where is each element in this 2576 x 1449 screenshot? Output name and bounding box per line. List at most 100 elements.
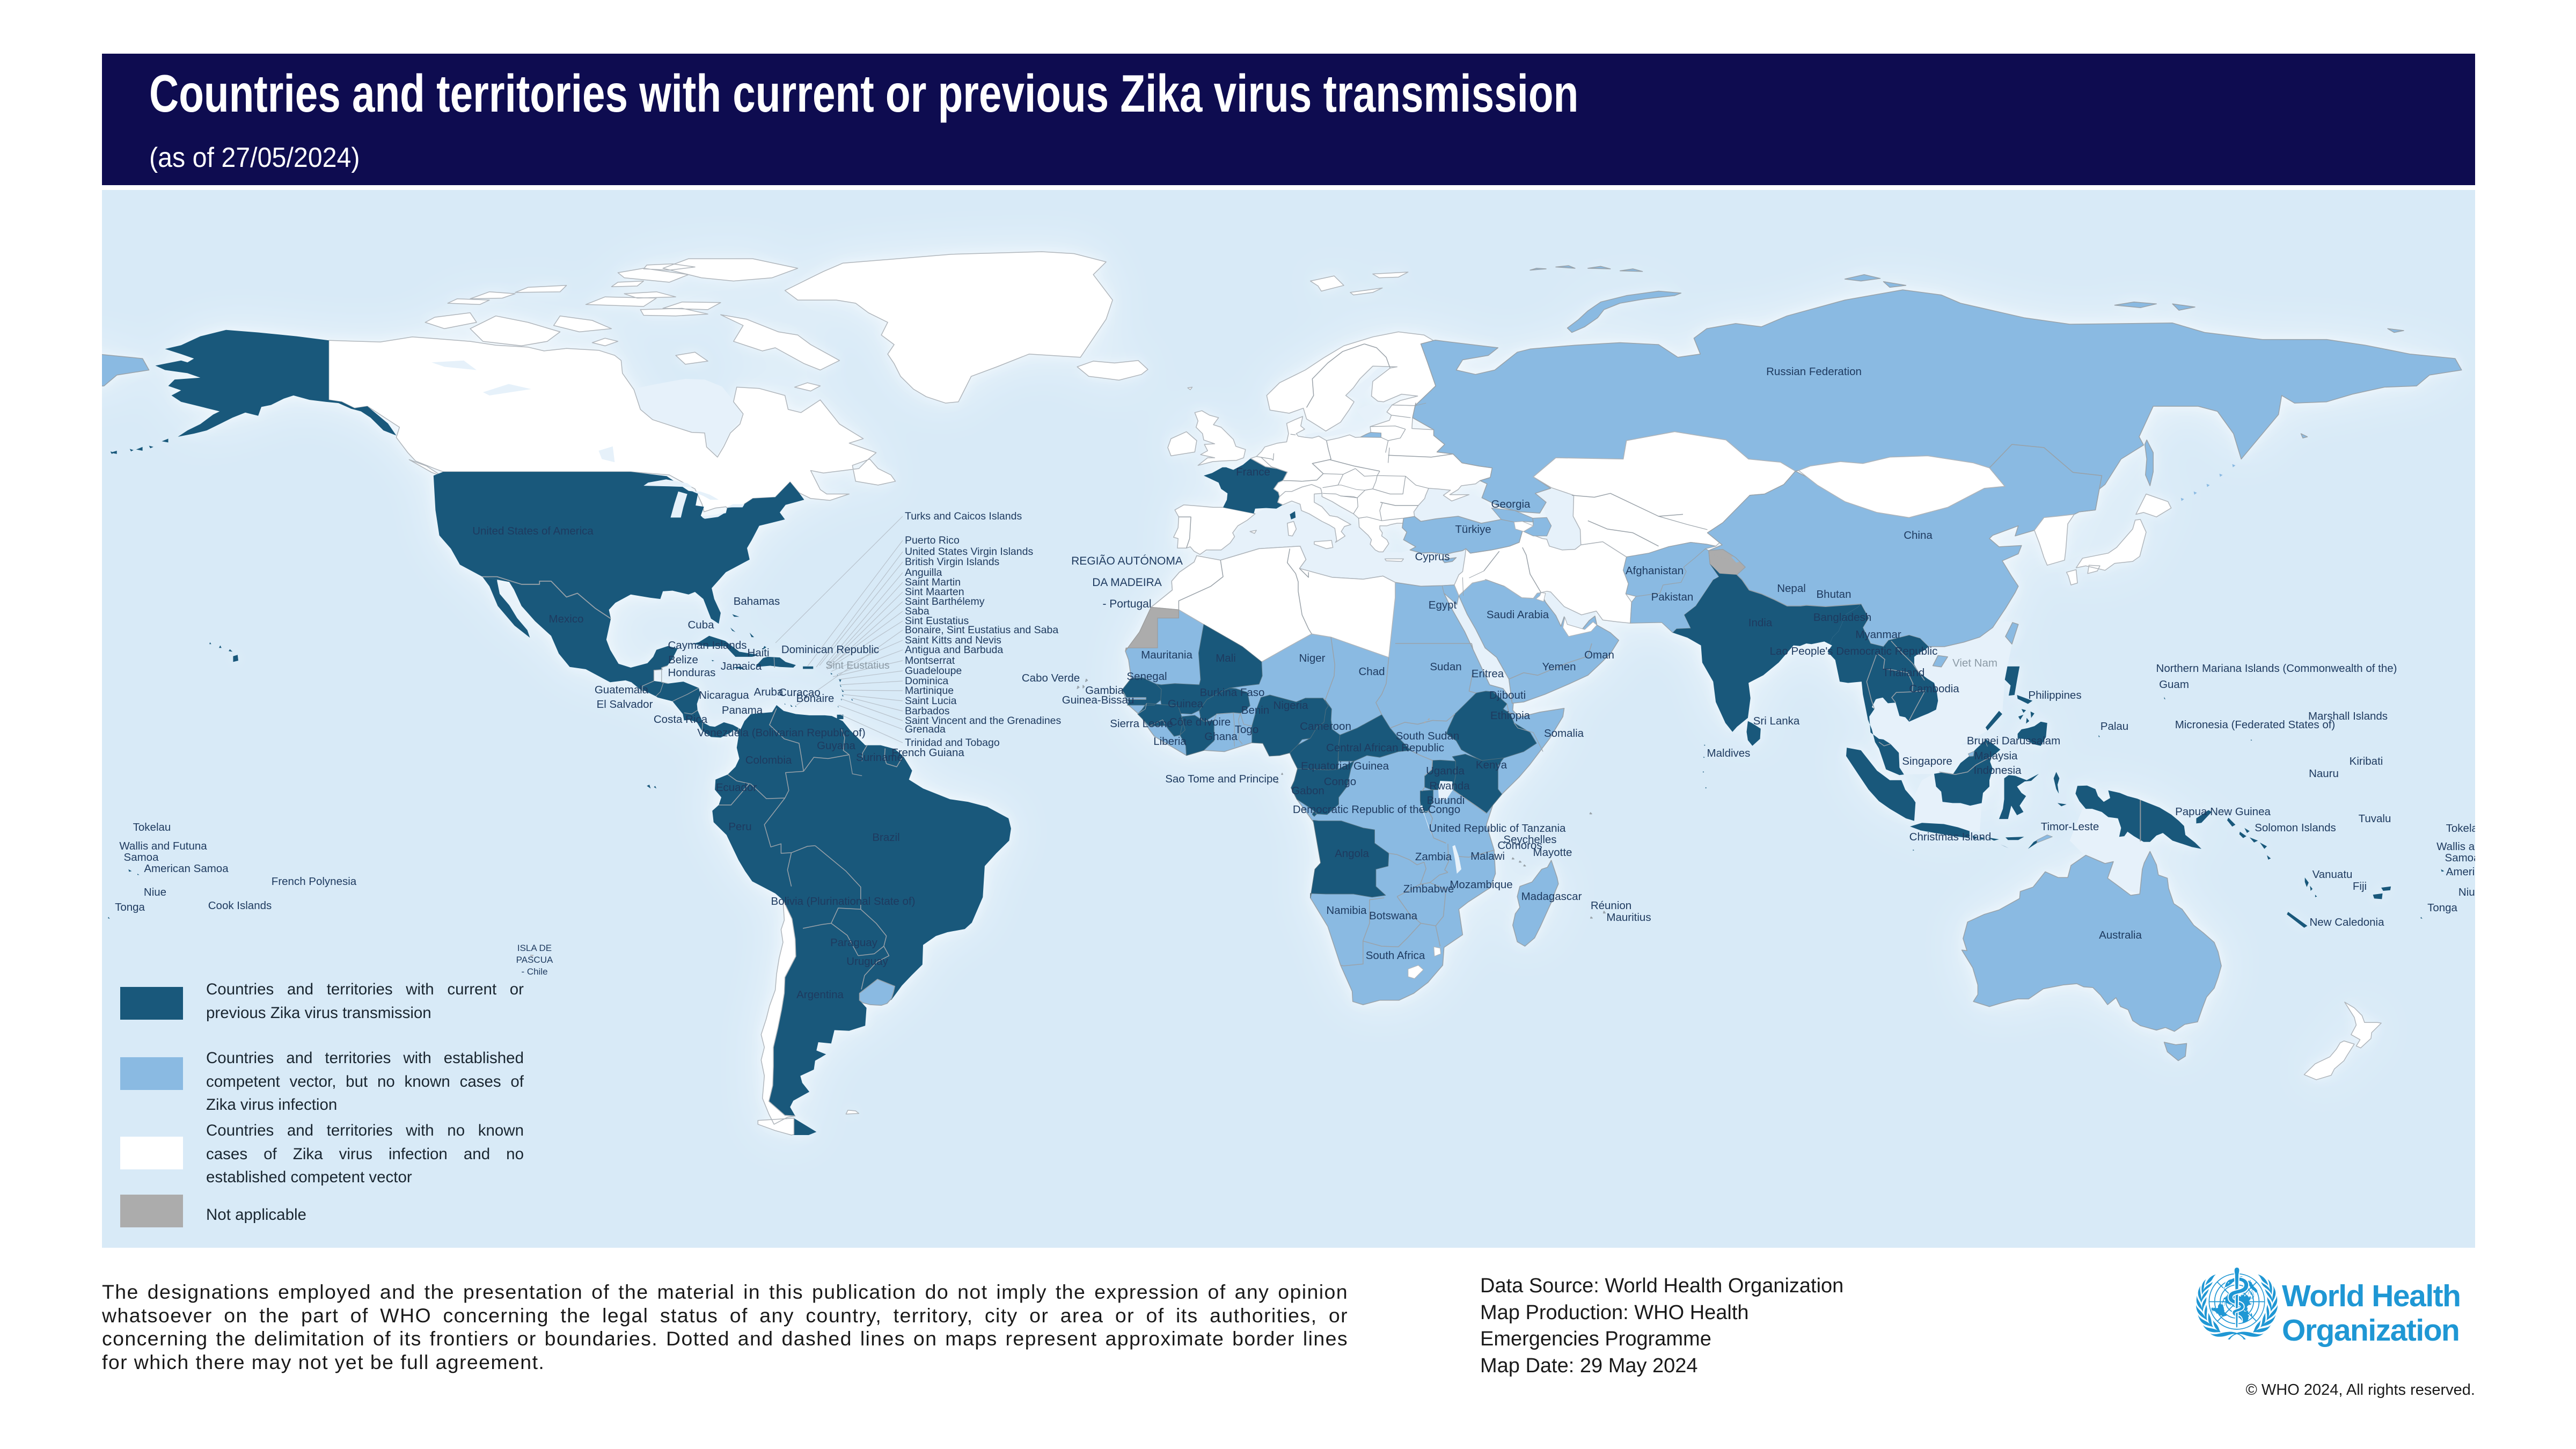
svg-text:Mauritania: Mauritania — [1141, 649, 1192, 661]
svg-text:Chad: Chad — [1358, 665, 1385, 678]
svg-text:Grenada: Grenada — [905, 723, 946, 735]
svg-text:Afghanistan: Afghanistan — [1626, 565, 1684, 577]
svg-text:Cayman Islands: Cayman Islands — [668, 639, 747, 652]
svg-text:Namibia: Namibia — [1326, 904, 1367, 917]
svg-text:Cabo Verde: Cabo Verde — [1022, 672, 1080, 684]
svg-text:Paraguay: Paraguay — [830, 936, 878, 949]
svg-text:Uganda: Uganda — [1426, 765, 1465, 777]
svg-text:Saint Kitts and Nevis: Saint Kitts and Nevis — [905, 634, 1001, 646]
svg-text:Argentina: Argentina — [796, 989, 844, 1001]
svg-text:Nigeria: Nigeria — [1274, 699, 1309, 712]
svg-text:Zimbabwe: Zimbabwe — [1403, 883, 1454, 895]
svg-text:Panama: Panama — [722, 704, 763, 716]
svg-text:Sint Eustatius: Sint Eustatius — [825, 660, 889, 671]
svg-text:Congo: Congo — [1324, 775, 1356, 788]
svg-text:Madagascar: Madagascar — [1521, 890, 1582, 903]
svg-text:Guinea-Bissau: Guinea-Bissau — [1062, 694, 1134, 706]
svg-text:Myanmar: Myanmar — [1855, 628, 1901, 641]
svg-text:Bonaire: Bonaire — [796, 692, 835, 705]
svg-text:Georgia: Georgia — [1491, 498, 1531, 510]
svg-text:Bonaire, Sint Eustatius and Sa: Bonaire, Sint Eustatius and Saba — [905, 624, 1058, 636]
svg-text:Samoa: Samoa — [2445, 852, 2475, 864]
svg-text:Peru: Peru — [728, 821, 751, 833]
svg-text:Timor-Leste: Timor-Leste — [2041, 821, 2099, 833]
svg-text:Democratic Republic of the Con: Democratic Republic of the Congo — [1293, 803, 1460, 816]
svg-text:Gambia: Gambia — [1085, 684, 1124, 697]
svg-text:Guinea: Guinea — [1168, 698, 1204, 710]
svg-text:Saudi Arabia: Saudi Arabia — [1487, 609, 1549, 621]
svg-text:REGIÃO AUTÓNOMA: REGIÃO AUTÓNOMA — [1071, 554, 1183, 567]
svg-text:Antigua and Barbuda: Antigua and Barbuda — [905, 644, 1003, 656]
svg-text:Viet Nam: Viet Nam — [1952, 657, 1997, 669]
svg-text:Türkiye: Türkiye — [1455, 523, 1491, 536]
svg-text:Bolivia (Plurinational State o: Bolivia (Plurinational State of) — [771, 895, 916, 908]
svg-text:Guam: Guam — [2159, 678, 2189, 691]
svg-text:Ghana: Ghana — [1204, 730, 1238, 743]
svg-text:Sao Tome and Principe: Sao Tome and Principe — [1165, 773, 1279, 785]
svg-text:Anguilla: Anguilla — [905, 567, 942, 579]
svg-text:Pakistan: Pakistan — [1651, 591, 1694, 603]
svg-text:Mayotte: Mayotte — [1533, 846, 1572, 859]
svg-text:Gabon: Gabon — [1291, 785, 1324, 797]
svg-text:Honduras: Honduras — [668, 667, 716, 679]
svg-text:Sri Lanka: Sri Lanka — [1753, 715, 1800, 727]
svg-text:Yemen: Yemen — [1542, 661, 1576, 673]
svg-text:Trinidad and Tobago: Trinidad and Tobago — [905, 737, 1000, 749]
svg-text:Comoros: Comoros — [1497, 839, 1542, 852]
svg-text:Venezuela (Bolivarian Republic: Venezuela (Bolivarian Republic of) — [697, 727, 865, 739]
svg-text:Palau: Palau — [2101, 720, 2128, 733]
svg-text:Micronesia (Federated States o: Micronesia (Federated States of) — [2175, 719, 2336, 731]
svg-text:Uruguay: Uruguay — [846, 955, 888, 968]
svg-text:Saint Martin: Saint Martin — [905, 576, 961, 588]
svg-text:Jamaica: Jamaica — [721, 660, 762, 672]
svg-text:Maldives: Maldives — [1707, 747, 1751, 759]
svg-text:Kenya: Kenya — [1476, 759, 1507, 771]
svg-text:Dominica: Dominica — [905, 675, 948, 687]
svg-text:Sint Maarten: Sint Maarten — [905, 586, 964, 598]
svg-text:Bahamas: Bahamas — [734, 595, 780, 608]
svg-text:Somalia: Somalia — [1544, 727, 1584, 740]
svg-text:New Caledonia: New Caledonia — [2309, 916, 2384, 928]
svg-text:Rwanda: Rwanda — [1429, 780, 1470, 792]
svg-text:Guyana: Guyana — [817, 740, 855, 752]
svg-text:Tokelau: Tokelau — [133, 821, 171, 833]
svg-text:France: France — [1236, 466, 1270, 478]
svg-text:Réunion: Réunion — [1591, 899, 1631, 912]
svg-text:Singapore: Singapore — [1902, 755, 1952, 767]
svg-text:Belize: Belize — [668, 654, 698, 666]
svg-text:Guadeloupe: Guadeloupe — [905, 665, 962, 677]
svg-text:Oman: Oman — [1584, 649, 1614, 661]
svg-text:El Salvador: El Salvador — [597, 698, 653, 711]
svg-text:- Chile: - Chile — [521, 967, 547, 977]
svg-text:American: American — [2446, 866, 2475, 878]
svg-text:Solomon Islands: Solomon Islands — [2255, 822, 2336, 834]
svg-text:Guatemala: Guatemala — [595, 684, 649, 696]
svg-text:Saba: Saba — [905, 605, 930, 617]
svg-text:Malawi: Malawi — [1470, 850, 1505, 862]
svg-text:Mexico: Mexico — [549, 613, 584, 625]
svg-text:Côte d'Ivoire: Côte d'Ivoire — [1169, 716, 1231, 728]
svg-text:French Guiana: French Guiana — [891, 747, 964, 759]
svg-text:Egypt: Egypt — [1429, 599, 1457, 611]
svg-text:Thailand: Thailand — [1883, 667, 1925, 679]
svg-text:Aruba: Aruba — [754, 686, 784, 698]
svg-text:Cook Islands: Cook Islands — [208, 899, 272, 912]
svg-text:Dominican Republic: Dominican Republic — [781, 643, 879, 656]
svg-text:Saint Lucia: Saint Lucia — [905, 695, 957, 707]
svg-text:Vanuatu: Vanuatu — [2312, 868, 2353, 881]
svg-text:Mali: Mali — [1216, 652, 1236, 664]
svg-text:Papua New Guinea: Papua New Guinea — [2175, 806, 2271, 818]
svg-text:Haiti: Haiti — [747, 647, 769, 659]
svg-text:Zambia: Zambia — [1415, 851, 1452, 863]
svg-text:British Virgin Islands: British Virgin Islands — [905, 556, 1000, 568]
svg-text:Ethiopia: Ethiopia — [1490, 709, 1531, 722]
svg-text:PASCUA: PASCUA — [516, 955, 553, 965]
svg-text:ISLA DE: ISLA DE — [517, 943, 552, 953]
svg-text:Djibouti: Djibouti — [1489, 689, 1526, 701]
svg-text:Lao People's Democratic Republ: Lao People's Democratic Republic — [1770, 645, 1938, 657]
svg-text:Bangladesh: Bangladesh — [1813, 611, 1871, 624]
svg-text:Tuvalu: Tuvalu — [2359, 813, 2391, 825]
svg-text:Philippines: Philippines — [2028, 689, 2081, 701]
svg-text:Nauru: Nauru — [2309, 767, 2339, 780]
svg-text:Kiribati: Kiribati — [2350, 755, 2383, 767]
